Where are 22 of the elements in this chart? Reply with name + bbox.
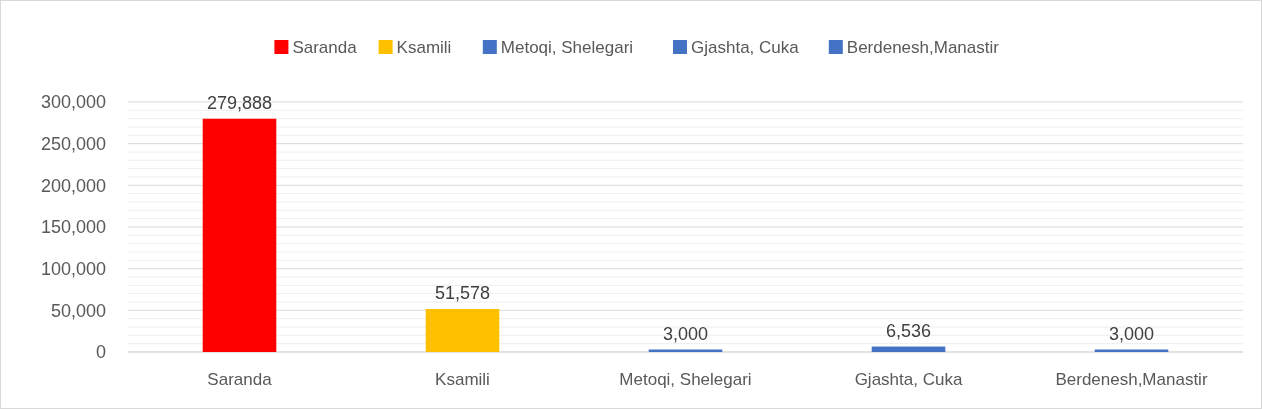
y-tick-label: 300,000	[40, 92, 106, 113]
data-label: 3,000	[662, 323, 709, 344]
x-tick-label: Berdenesh,Manastir	[1055, 370, 1208, 389]
legend-label: Gjashta, Cuka	[691, 37, 800, 57]
x-tick-label: Gjashta, Cuka	[854, 370, 963, 389]
y-tick-label: 100,000	[40, 258, 106, 279]
y-tick-label: 0	[95, 342, 106, 363]
y-tick-label: 50,000	[50, 300, 106, 321]
legend-label: Berdenesh,Manastir	[846, 37, 1000, 57]
x-tick-label: Metoqi, Shelegari	[619, 370, 752, 389]
data-label: 51,578	[434, 283, 491, 304]
legend-label: Metoqi, Shelegari	[500, 37, 634, 57]
data-label: 3,000	[1108, 323, 1155, 344]
y-tick-label: 250,000	[40, 133, 106, 154]
x-tick-label: Ksamili	[435, 370, 490, 389]
data-label: 6,536	[885, 320, 932, 341]
legend-label: Ksamili	[396, 37, 452, 57]
legend-label: Saranda	[292, 37, 358, 57]
y-tick-label: 200,000	[40, 175, 106, 196]
x-tick-label: Saranda	[207, 370, 273, 389]
data-label: 279,888	[206, 92, 273, 113]
y-tick-label: 150,000	[40, 217, 106, 238]
